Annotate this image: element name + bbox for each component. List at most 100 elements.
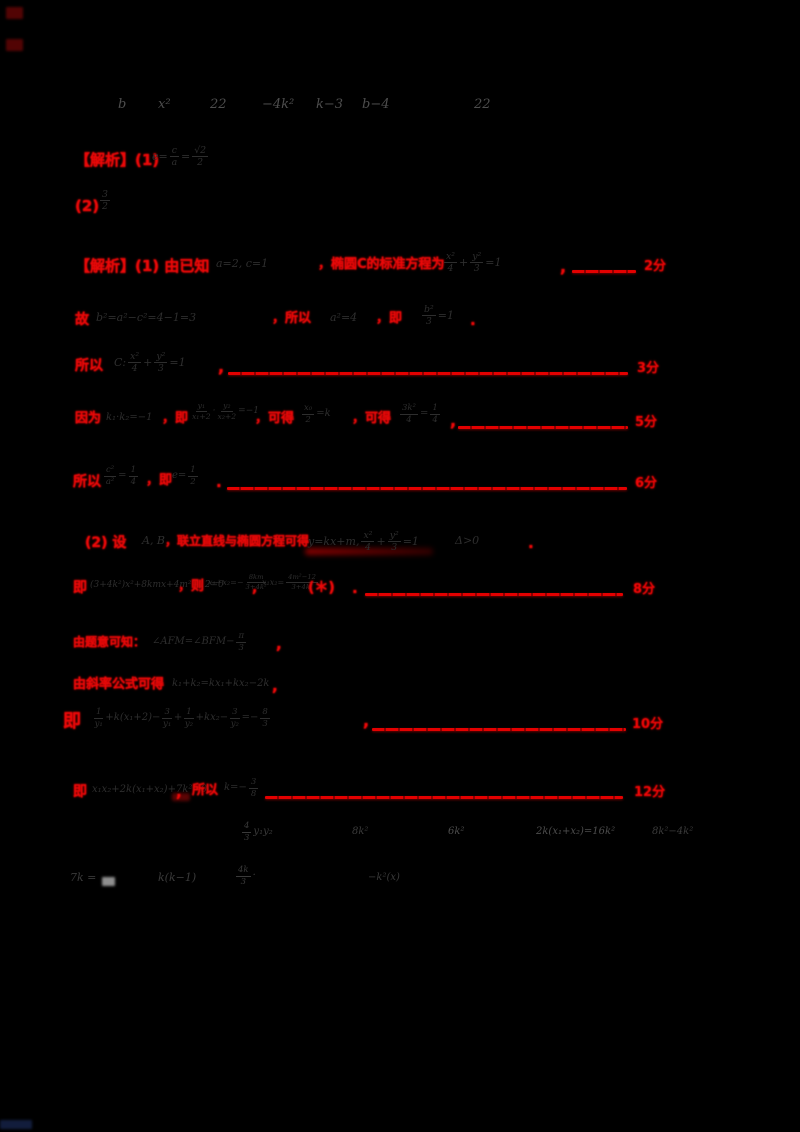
math-expression: A, B: [142, 534, 166, 547]
red-annotation-text: 故: [75, 312, 89, 328]
math-expression: x₁+x₂=− 8km 3+4k²: [208, 573, 267, 591]
numerator: y₁: [195, 401, 208, 412]
numerator: x²: [361, 530, 375, 543]
math-expression: 8k²−4k²: [652, 826, 694, 837]
red-annotation-text: ，可得: [352, 411, 392, 426]
score-underline: [572, 270, 636, 273]
numerator: 4: [242, 821, 252, 833]
denominator: 2: [197, 157, 204, 169]
fraction: 3k² 4: [400, 404, 418, 424]
numerator: y²: [154, 351, 168, 364]
numerator: x₀: [302, 403, 315, 415]
numerator: √2: [192, 145, 209, 158]
numerator: x²: [444, 251, 458, 264]
score-label: 5分: [635, 415, 658, 430]
red-annotation-text: ,: [363, 711, 370, 730]
numerator: 8km: [246, 573, 266, 583]
fraction: 4m²−12 3+4k²: [286, 574, 318, 591]
red-annotation-text: 由题意可知：: [73, 635, 146, 649]
fraction: y₁ x₁+2: [192, 402, 211, 420]
denominator: 2: [102, 201, 108, 213]
red-annotation-text: ,: [252, 580, 258, 596]
fraction: y² 3: [470, 252, 484, 275]
math-expression: b² 3 =1: [422, 304, 454, 328]
score-label: 8分: [633, 582, 656, 597]
red-annotation-text: ，椭圆C的标准方程为: [318, 257, 445, 272]
numerator: 1: [188, 465, 198, 477]
numerator: x²: [128, 351, 142, 364]
denominator: y₂: [184, 718, 194, 729]
fraction: x² 4: [361, 530, 375, 553]
math-expression: y₁ x₁+2 · y₂ x₂+2 =−1: [192, 401, 259, 421]
red-annotation-text: (＊): [308, 580, 335, 596]
fraction: b² 3: [422, 305, 436, 327]
score-underline: [458, 426, 628, 429]
denominator: 4: [447, 263, 454, 275]
fraction: y² 3: [387, 530, 401, 554]
fraction: c² a²: [104, 466, 117, 486]
denominator: x₁+2: [192, 411, 211, 421]
math-expression: 4k 3 ·: [236, 865, 256, 887]
score-underline: [365, 593, 623, 596]
score-label: 6分: [635, 476, 658, 491]
denominator: 3: [238, 642, 244, 653]
numerator: y²: [387, 530, 401, 543]
math-expression: x₁x₂= 4m²−12 3+4k²: [262, 573, 318, 591]
denominator: y₁: [94, 718, 103, 729]
score-underline: [227, 487, 627, 490]
red-annotation-text: ，则: [178, 579, 205, 594]
denominator: 3: [157, 363, 164, 375]
corner-red-mark: [6, 39, 23, 51]
denominator: 4: [130, 476, 136, 487]
fraction: x₀ 2: [302, 403, 315, 424]
numerator: 3: [248, 777, 259, 789]
math-expression: Δ>0: [455, 534, 480, 547]
red-annotation-text: 【解析】(1) 由已知: [75, 257, 210, 275]
denominator: 3+4k²: [245, 582, 267, 591]
math-expression: k₁+k₂=kx₁+kx₂−2k: [172, 678, 270, 689]
math-expression: 1 y₁ +k(x₁+2)− 3 y₁ +1 y₂ +kx₂− 3 y₂ =− 8 3: [94, 707, 270, 729]
math-expression: a²=4: [330, 311, 358, 324]
numerator: 4m²−12: [286, 573, 318, 583]
red-annotation-text: ，可得: [255, 411, 295, 426]
denominator: 3: [391, 542, 398, 554]
math-expression: 22: [210, 97, 227, 112]
denominator: 3: [473, 263, 480, 275]
corner-red-mark: [6, 7, 23, 19]
math-expression: x² 4 + y² 3 =1: [444, 251, 502, 275]
denominator: y₁: [163, 718, 172, 729]
highlight-glow: [305, 548, 433, 555]
math-expression: 3k² 4 = 1 4: [400, 403, 440, 425]
fraction: y₂ x₂+2: [218, 402, 237, 420]
math-expression: 6k²: [448, 826, 465, 837]
math-expression: ∠AFM=∠BFM− π 3: [152, 631, 247, 653]
fraction: 3 y₁: [162, 708, 172, 729]
math-expression: C: x² 4 + y² 3 =1: [114, 351, 186, 375]
math-expression: k=− 3 8: [224, 777, 259, 799]
red-annotation-text: ,: [560, 257, 567, 276]
red-annotation-text: ,: [218, 357, 225, 376]
math-expression: e= 1 2: [172, 465, 198, 487]
numerator: b²: [422, 304, 436, 317]
math-expression: x₀ 2 =k: [302, 403, 331, 425]
denominator: 3: [244, 832, 250, 843]
red-annotation-text: ，即: [162, 411, 189, 426]
numerator: c: [169, 145, 179, 158]
red-annotation-text: .: [470, 311, 476, 329]
red-annotation-text: ,: [176, 783, 182, 801]
fraction: √2 2: [192, 145, 209, 169]
red-annotation-text: ,: [272, 677, 278, 695]
red-annotation-text: 所以: [73, 474, 101, 490]
red-annotation-text: ，即: [376, 311, 403, 326]
red-annotation-text: .: [216, 473, 222, 491]
math-expression: x₁x₂+2k(x₁+x₂)+7k²=0: [92, 784, 208, 795]
red-annotation-text: ,: [450, 411, 457, 430]
math-expression: b²=a²−c²=4−1=3: [96, 311, 197, 324]
